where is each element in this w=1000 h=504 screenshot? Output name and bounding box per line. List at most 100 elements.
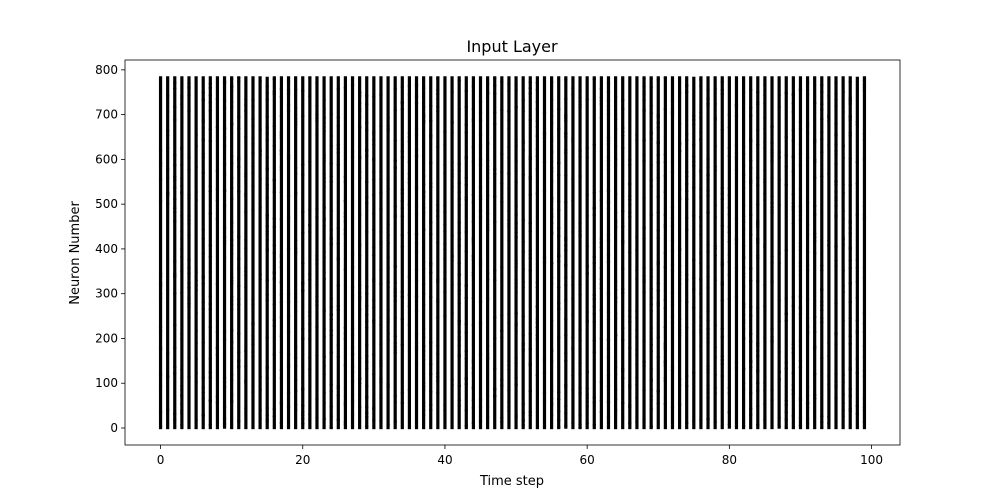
spike-run: [201, 139, 205, 155]
spike-run: [265, 367, 269, 380]
spike-run: [173, 87, 177, 108]
spike-run: [663, 175, 667, 193]
spike-run: [592, 256, 596, 264]
spike-run: [564, 265, 568, 279]
spike-run: [187, 110, 191, 159]
spike-run: [713, 421, 717, 430]
y-tick-label: 500: [95, 197, 118, 211]
spike-run: [201, 237, 205, 255]
spike-run: [770, 209, 774, 214]
spike-run: [208, 376, 212, 401]
spike-run: [855, 372, 859, 407]
spike-run: [621, 339, 625, 370]
spike-run: [564, 76, 568, 81]
spike-run: [507, 219, 511, 225]
spike-run: [201, 127, 205, 140]
spike-run: [386, 129, 390, 180]
spike-run: [322, 365, 326, 376]
spike-run: [286, 366, 291, 394]
spike-run: [272, 415, 276, 430]
spike-run: [507, 322, 511, 363]
spike-run: [791, 206, 795, 211]
spike-run: [343, 423, 348, 430]
spike-run: [251, 391, 255, 430]
spike-run: [557, 174, 561, 203]
spike-run: [379, 359, 383, 363]
spike-run: [343, 228, 348, 235]
spike-run: [450, 384, 454, 430]
spike-run: [834, 259, 838, 268]
spike-run: [770, 336, 774, 341]
spike-run: [208, 357, 212, 374]
spike-run: [798, 205, 803, 208]
spike-run: [749, 76, 753, 91]
spike-run: [677, 405, 682, 430]
spike-run: [585, 215, 589, 247]
spike-run: [422, 121, 426, 177]
spike-run: [407, 305, 412, 326]
spike-run: [350, 76, 355, 86]
spike-run: [720, 224, 724, 264]
spike-run: [230, 198, 234, 224]
spike-run: [507, 389, 511, 403]
spike-run: [528, 257, 532, 272]
spike-run: [201, 76, 205, 94]
spike-run: [486, 212, 490, 222]
spike-run: [180, 338, 184, 371]
spike-run: [372, 321, 376, 356]
spike-run: [784, 403, 788, 414]
spike-run: [550, 390, 554, 400]
spike-run: [414, 333, 419, 344]
spike-run: [464, 131, 468, 158]
spike-run: [478, 322, 483, 356]
spike-run: [805, 202, 810, 226]
spike-run: [585, 422, 589, 430]
spike-run: [230, 222, 234, 233]
spike-run: [621, 327, 625, 341]
spike-run: [542, 400, 547, 430]
spike-run: [720, 187, 724, 195]
spike-run: [727, 254, 731, 263]
spike-run: [827, 355, 831, 377]
spike-run: [756, 390, 760, 407]
spike-run: [805, 93, 810, 125]
spike-run: [557, 419, 561, 428]
spike-run: [429, 373, 433, 393]
spike-run: [400, 102, 404, 110]
spike-run: [663, 326, 667, 345]
spike-run: [372, 138, 376, 146]
spike-run: [457, 79, 461, 110]
spike-run: [770, 399, 774, 430]
spike-run: [741, 368, 746, 384]
spike-run: [478, 76, 483, 103]
spike-run: [350, 346, 355, 355]
spike-run: [756, 254, 760, 260]
spike-run: [251, 152, 255, 167]
spike-run: [706, 174, 710, 181]
spike-run: [699, 328, 703, 333]
spike-run: [393, 109, 397, 142]
spike-run: [670, 366, 675, 371]
spike-run: [692, 115, 696, 121]
spike-run: [734, 158, 739, 171]
spike-run: [521, 347, 525, 352]
spike-run: [585, 76, 589, 101]
spike-run: [571, 389, 575, 424]
spike-run: [827, 244, 831, 344]
spike-run: [557, 162, 561, 176]
spike-run: [471, 271, 475, 277]
spike-run: [628, 183, 632, 197]
spike-run: [464, 176, 468, 186]
spike-run: [286, 293, 291, 303]
spike-run: [784, 361, 788, 370]
spike-run: [848, 301, 852, 320]
spike-run: [649, 138, 653, 166]
spike-run: [528, 222, 532, 233]
spike-run: [798, 164, 803, 190]
spike-run: [813, 316, 817, 333]
spike-run: [571, 297, 575, 316]
spike-run: [457, 399, 461, 407]
y-tick-label: 300: [95, 287, 118, 301]
spike-run: [322, 154, 326, 159]
spike-run: [507, 210, 511, 222]
